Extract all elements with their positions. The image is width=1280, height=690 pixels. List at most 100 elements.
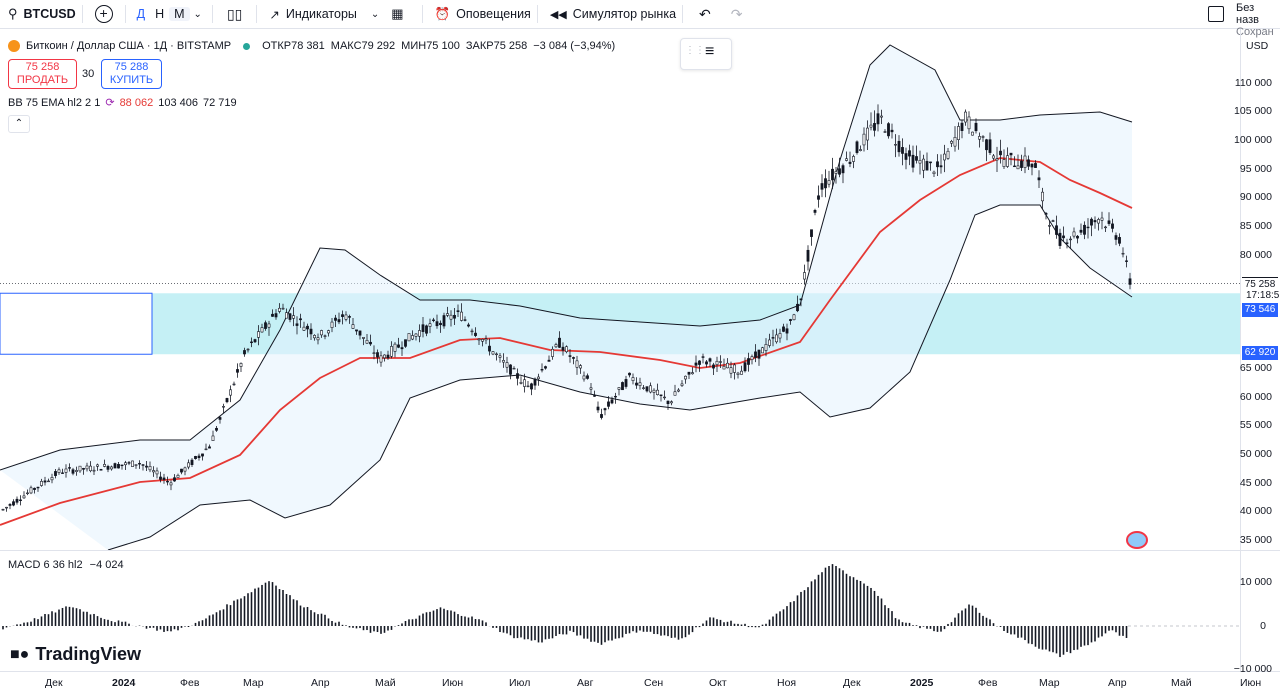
candle-body [509, 364, 512, 375]
candle-body [565, 346, 568, 353]
candle-body [376, 352, 379, 358]
macd-name[interactable]: MACD 6 36 hl2 [8, 559, 83, 571]
indicator-name[interactable]: BB 75 EMA hl2 2 1 [8, 96, 101, 109]
candle-body [1083, 224, 1086, 235]
candle-body [1128, 278, 1132, 285]
candle-body [670, 401, 673, 404]
candle-body [1062, 235, 1065, 239]
last-price-value: 75 258 [1244, 279, 1276, 290]
spread-value: 30 [82, 68, 95, 80]
symbol-search[interactable]: ⚲ BTCUSD [0, 0, 76, 28]
candle-body [582, 375, 586, 380]
candle-body [1020, 160, 1023, 168]
candle-body [96, 464, 99, 467]
time-tick-label: Дек [45, 677, 63, 689]
interval-day[interactable]: Д [136, 7, 146, 21]
templates-icon[interactable]: ▦ [391, 6, 404, 21]
candle-body [568, 355, 572, 357]
market-open-icon [243, 42, 251, 50]
interval-week[interactable]: Н [155, 7, 165, 21]
undo-icon[interactable]: ↶ [699, 5, 711, 22]
candle-body [768, 339, 771, 346]
fullscreen-checkbox-icon[interactable] [1208, 6, 1224, 22]
candle-body [579, 365, 582, 369]
layout-menu[interactable]: Без назв Сохран [1236, 2, 1280, 38]
macd-axis-bottom: −10 000 [1233, 663, 1272, 675]
time-tick-label: Ноя [777, 677, 797, 689]
candle-body [85, 465, 89, 470]
time-tick-label: Сен [644, 677, 664, 689]
candle-body [264, 322, 267, 329]
redo-icon[interactable]: ↷ [730, 5, 743, 22]
candle-body [1090, 218, 1093, 226]
candle-body [775, 334, 778, 343]
price-chart[interactable] [0, 29, 1240, 689]
flag-icon[interactable] [1126, 531, 1148, 549]
candles-icon[interactable]: ▯▯ [226, 5, 243, 22]
drag-handle-icon[interactable]: ⋮⋮ [685, 45, 705, 56]
drawing-toolbar[interactable]: ⋮⋮ ≡ [680, 38, 732, 70]
candle-body [1058, 232, 1062, 246]
candle-body [936, 161, 939, 168]
candle-body [999, 150, 1002, 156]
ema-basis-line [0, 157, 1133, 526]
indicators-button[interactable]: ↗ Индикаторы ⌄ [263, 0, 379, 28]
candle-body [54, 471, 57, 476]
time-tick-label: Апр [311, 677, 330, 689]
time-tick-label: Июн [442, 677, 464, 689]
candle-body [169, 482, 173, 486]
alerts-button[interactable]: ⏰ Оповещения [429, 0, 531, 28]
candle-body [880, 115, 883, 118]
candle-body [554, 344, 558, 348]
candle-body [747, 358, 750, 365]
candle-body [631, 377, 635, 381]
candle-body [778, 333, 782, 339]
candle-body [614, 395, 617, 398]
candle-body [15, 498, 19, 503]
candle-body [229, 389, 232, 396]
candle-body [796, 303, 799, 312]
interval-month[interactable]: М [169, 7, 190, 21]
candle-body [848, 161, 852, 164]
menu-lines-icon[interactable]: ≡ [705, 43, 715, 60]
candle-body [1055, 225, 1058, 235]
pane-divider[interactable] [0, 550, 1280, 551]
candle-body [922, 158, 925, 171]
candle-body [915, 156, 918, 161]
candle-body [813, 209, 817, 213]
candle-body [673, 391, 677, 396]
candle-body [243, 350, 246, 355]
buy-button[interactable]: 75 288 КУПИТЬ [101, 59, 162, 89]
candle-body [36, 486, 40, 489]
candle-body [341, 314, 344, 317]
sell-button[interactable]: 75 258 ПРОДАТЬ [8, 59, 77, 89]
candle-body [911, 154, 915, 168]
candle-body [204, 448, 208, 451]
candle-body [799, 298, 803, 301]
candle-body [729, 367, 733, 374]
candle-body [442, 315, 446, 327]
currency-label[interactable]: USD [1246, 40, 1269, 52]
time-tick-label: 2025 [910, 677, 934, 689]
zone-bottom-tag: 62 920 [1242, 346, 1278, 360]
candle-body [719, 361, 722, 363]
high-label: МАКС [330, 40, 362, 52]
collapse-legend-button[interactable]: ⌃ [8, 115, 30, 133]
candle-body [337, 319, 341, 323]
symbol-title[interactable]: Биткоин / Доллар США · 1Д · BITSTAMP [26, 40, 232, 52]
candle-body [22, 495, 26, 499]
chevron-down-icon[interactable]: ⌄ [193, 8, 202, 20]
compare-add-icon[interactable]: + [94, 5, 113, 23]
tradingview-logo[interactable]: ■● TradingView [10, 644, 141, 665]
candle-body [386, 354, 390, 359]
last-price-tag: 75 258 [1242, 277, 1278, 291]
candle-body [488, 345, 491, 352]
alarm-clock-icon: ⏰ [434, 6, 451, 21]
replay-button[interactable]: ◀◀ Симулятор рынка [544, 0, 676, 28]
candle-body [358, 330, 362, 336]
candle-body [299, 318, 302, 321]
high-value: 79 292 [361, 40, 396, 52]
candle-body [19, 499, 22, 501]
candle-body [232, 383, 236, 386]
candle-body [1027, 159, 1030, 167]
